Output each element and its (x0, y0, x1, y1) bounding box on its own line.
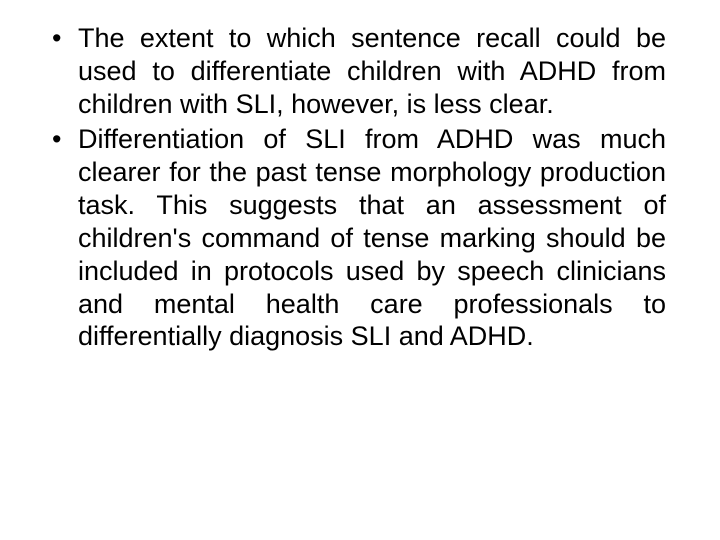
bullet-text: Differentiation of SLI from ADHD was muc… (78, 124, 666, 352)
list-item: The extent to which sentence recall coul… (44, 22, 666, 121)
list-item: Differentiation of SLI from ADHD was muc… (44, 123, 666, 354)
bullet-list: The extent to which sentence recall coul… (44, 22, 666, 353)
bullet-text: The extent to which sentence recall coul… (78, 23, 666, 119)
slide: The extent to which sentence recall coul… (0, 0, 720, 540)
